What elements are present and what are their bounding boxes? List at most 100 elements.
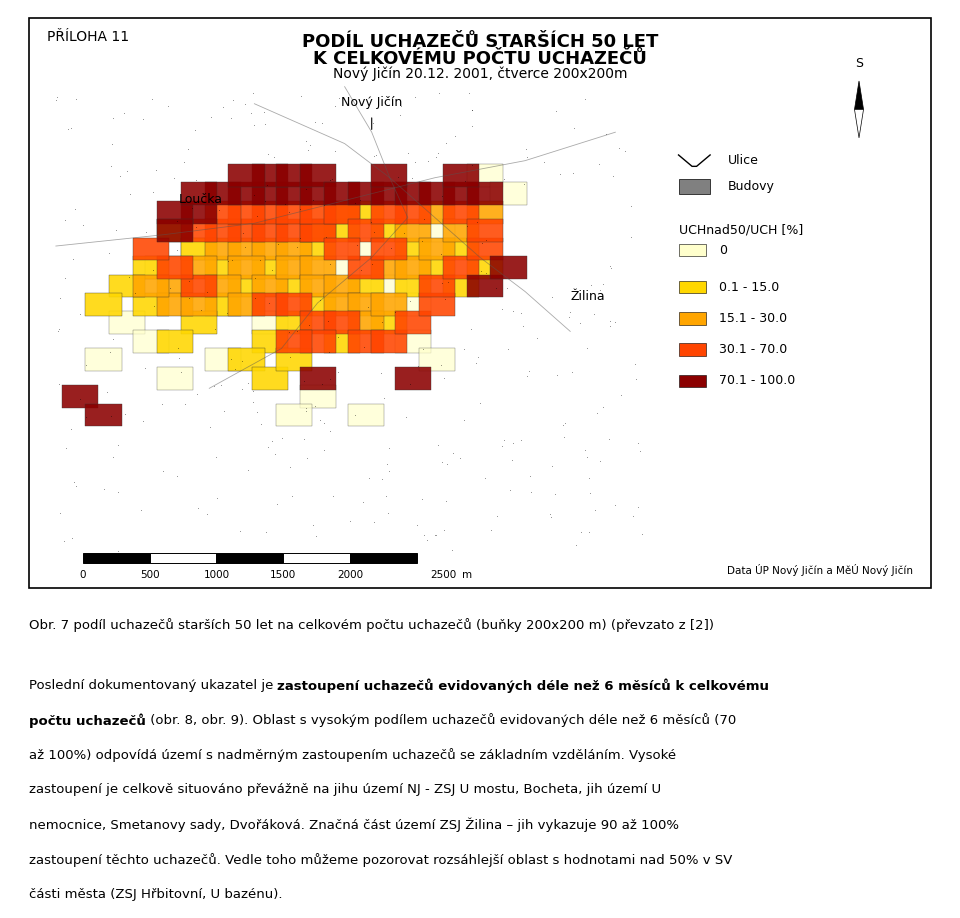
Bar (300, 238, 336, 261)
Bar (300, 164, 336, 186)
Bar (133, 330, 169, 353)
Bar (180, 201, 217, 224)
Bar (350, 553, 417, 563)
Bar (396, 238, 431, 261)
Bar (300, 311, 336, 334)
Bar (204, 201, 241, 224)
Bar (300, 274, 336, 297)
Bar (276, 183, 312, 205)
Bar (204, 183, 241, 205)
Bar (156, 274, 193, 297)
Bar (679, 343, 706, 356)
Bar (109, 311, 145, 334)
Bar (300, 201, 336, 224)
Polygon shape (854, 81, 864, 109)
Bar (276, 330, 312, 353)
Text: UCHnad50/UCH [%]: UCHnad50/UCH [%] (679, 223, 803, 236)
Bar (228, 183, 265, 205)
Bar (396, 274, 431, 297)
Bar (276, 164, 312, 186)
Bar (180, 238, 217, 261)
Text: zastoupení těchto uchazečů. Vedle toho můžeme pozorovat rozsáhlejší oblast s hod: zastoupení těchto uchazečů. Vedle toho m… (29, 853, 732, 867)
Text: 15.1 - 30.0: 15.1 - 30.0 (719, 312, 787, 325)
Bar (467, 274, 503, 297)
Bar (419, 238, 455, 261)
Bar (276, 201, 312, 224)
Text: až 100%) odpovídá území s nadměrným zastoupením uchazečů se základním vzděláním.: až 100%) odpovídá území s nadměrným zast… (29, 748, 676, 762)
Bar (300, 386, 336, 408)
Bar (228, 348, 265, 371)
Bar (252, 293, 288, 316)
Bar (348, 404, 384, 427)
Bar (228, 201, 265, 224)
Text: 2500: 2500 (430, 570, 457, 580)
Text: 1000: 1000 (204, 570, 229, 580)
Bar (324, 201, 360, 224)
Bar (204, 274, 241, 297)
Text: 500: 500 (140, 570, 159, 580)
Bar (324, 293, 360, 316)
Bar (372, 274, 407, 297)
Text: Data ÚP Nový Jičín a MěÚ Nový Jičín: Data ÚP Nový Jičín a MěÚ Nový Jičín (727, 565, 913, 577)
Bar (419, 256, 455, 279)
Bar (252, 367, 288, 389)
Bar (443, 201, 479, 224)
Bar (443, 274, 479, 297)
Text: Nový Jičín: Nový Jičín (341, 96, 402, 109)
Bar (372, 238, 407, 261)
Bar (467, 164, 503, 186)
Bar (145, 256, 181, 279)
Bar (348, 201, 384, 224)
Bar (133, 293, 169, 316)
Bar (396, 330, 431, 353)
Bar (228, 219, 265, 242)
Bar (228, 293, 265, 316)
Text: 70.1 - 100.0: 70.1 - 100.0 (719, 375, 796, 387)
Bar (396, 201, 431, 224)
Bar (252, 311, 288, 334)
Bar (443, 183, 479, 205)
Text: Nový Jičín 20.12. 2001, čtverce 200x200m: Nový Jičín 20.12. 2001, čtverce 200x200m (333, 67, 627, 81)
Bar (204, 238, 241, 261)
Text: S: S (855, 57, 863, 70)
Bar (252, 164, 288, 186)
Bar (180, 311, 217, 334)
Bar (276, 219, 312, 242)
Text: počtu uchazečů: počtu uchazečů (29, 713, 146, 728)
Text: 0: 0 (719, 243, 727, 256)
Bar (348, 256, 384, 279)
Bar (204, 348, 241, 371)
Bar (276, 404, 312, 427)
Text: nemocnice, Smetanovy sady, Dvořáková. Značná část území ZSJ Žilina – jih vykazuj: nemocnice, Smetanovy sady, Dvořáková. Zn… (29, 818, 679, 833)
Bar (419, 183, 455, 205)
Text: Obr. 7 podíl uchazečů starších 50 let na celkovém počtu uchazečů (buňky 200x200 : Obr. 7 podíl uchazečů starších 50 let na… (29, 618, 714, 632)
Bar (348, 238, 384, 261)
Bar (276, 238, 312, 261)
Bar (372, 256, 407, 279)
Bar (85, 404, 122, 427)
Bar (252, 274, 288, 297)
Bar (443, 256, 479, 279)
Bar (324, 311, 360, 334)
Text: 30.1 - 70.0: 30.1 - 70.0 (719, 343, 787, 356)
Bar (252, 256, 288, 279)
Bar (228, 238, 265, 261)
Bar (228, 274, 265, 297)
Text: části města (ZSJ Hřbitovní, U bazénu).: části města (ZSJ Hřbitovní, U bazénu). (29, 888, 282, 901)
Bar (324, 256, 360, 279)
Bar (228, 164, 265, 186)
Bar (252, 219, 288, 242)
Bar (467, 201, 503, 224)
Bar (419, 293, 455, 316)
Bar (467, 219, 503, 242)
Bar (276, 311, 312, 334)
Bar (283, 553, 350, 563)
Bar (491, 256, 527, 279)
Bar (252, 330, 288, 353)
Text: zastoupení uchazečů evidovaných déle než 6 měsíců k celkovému: zastoupení uchazečů evidovaných déle než… (277, 678, 769, 693)
Bar (679, 281, 706, 293)
Bar (180, 293, 217, 316)
Bar (300, 330, 336, 353)
Bar (443, 238, 479, 261)
Bar (372, 311, 407, 334)
